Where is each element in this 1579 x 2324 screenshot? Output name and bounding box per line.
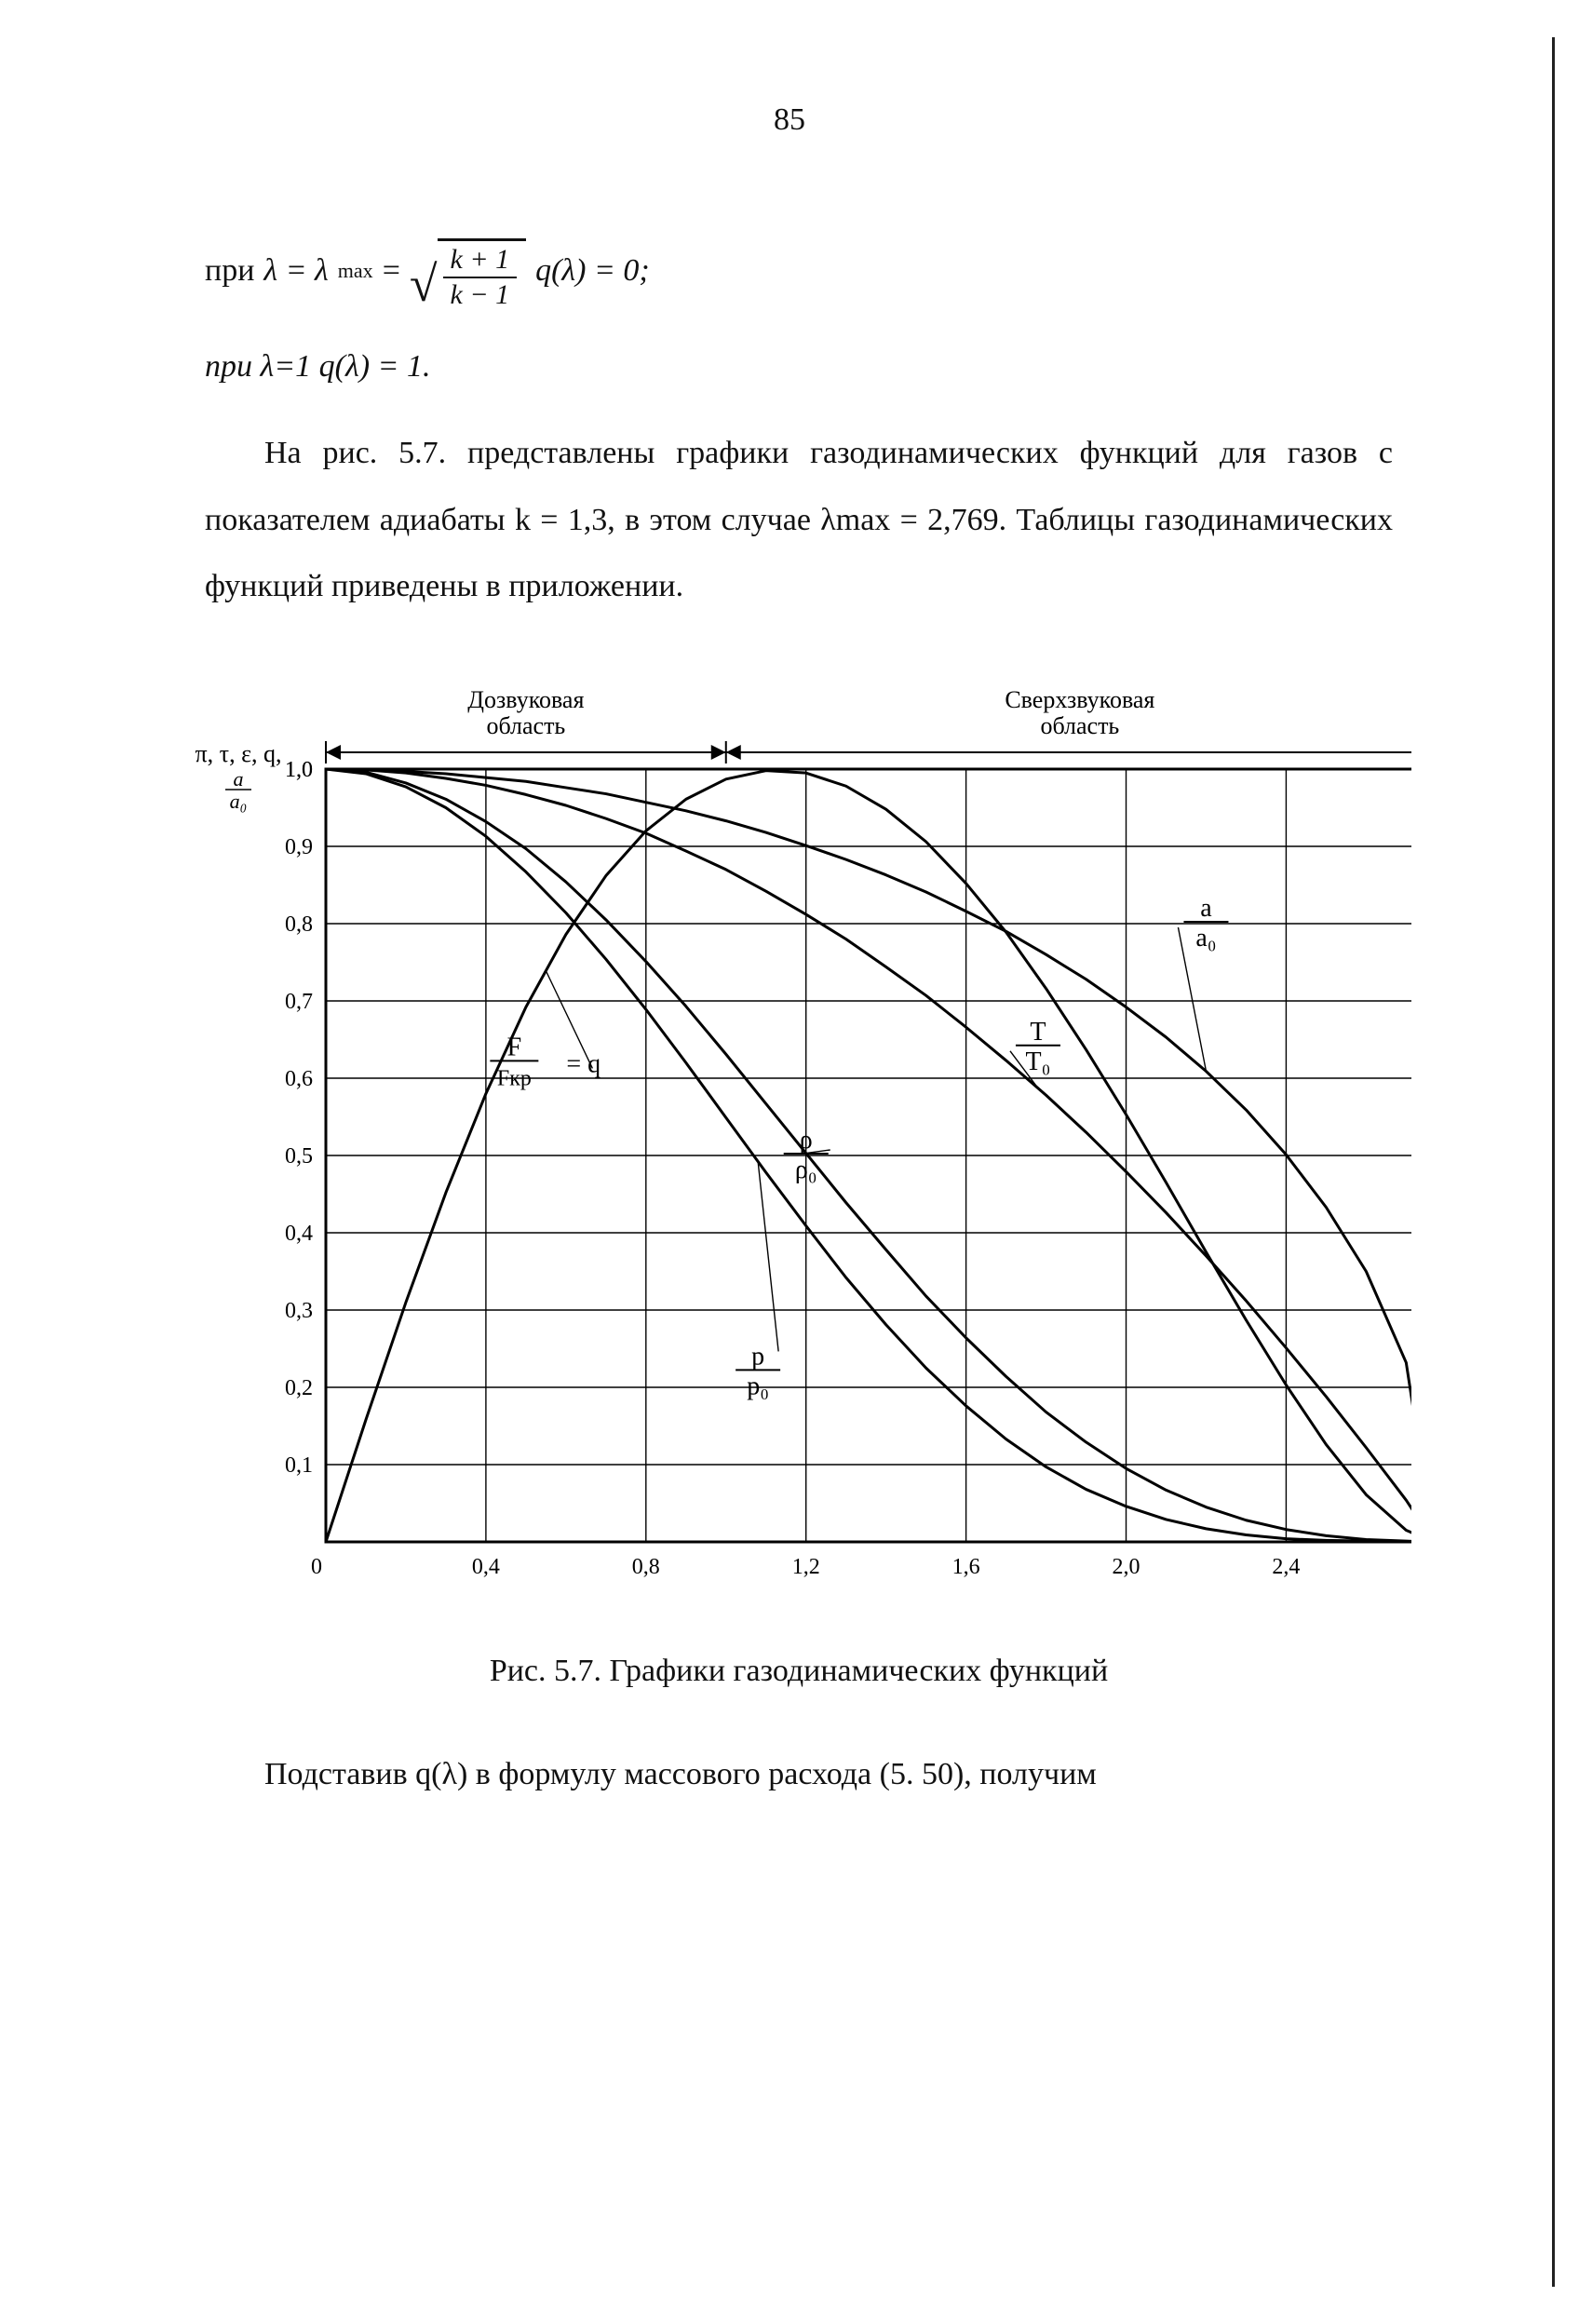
equation-lambda-1: при λ=1 q(λ) = 1. [205, 333, 1393, 399]
equation-lambda-max: при λ = λ max = √ k + 1 k − 1 q(λ) = 0; [205, 233, 1393, 309]
paragraph-1: На рис. 5.7. представлены графики газоди… [205, 420, 1393, 619]
svg-text:1,0: 1,0 [285, 758, 313, 782]
svg-text:a: a [1200, 894, 1212, 923]
gasdynamic-functions-chart: 0,4 0,8 1,2 1,6 2,0 2,4 0,1 0,2 0,3 0,4 0,5 0,6 0,7 0… [186, 657, 1411, 1616]
figure-caption: Рис. 5.7. Графики газодинамических функц… [168, 1654, 1430, 1689]
svg-text:a: a [234, 767, 244, 790]
svg-text:0,6: 0,6 [285, 1067, 313, 1091]
svg-text:0,1: 0,1 [285, 1453, 313, 1478]
svg-text:F: F [507, 1033, 522, 1061]
svg-text:π, τ, ε, q,: π, τ, ε, q, [196, 740, 282, 767]
eq1-sub: max [338, 254, 373, 287]
svg-text:0,5: 0,5 [285, 1144, 313, 1169]
eq1-frac-den: k − 1 [443, 278, 518, 310]
svg-text:0,4: 0,4 [285, 1222, 313, 1246]
svg-text:T: T [1030, 1017, 1046, 1046]
svg-text:a₀: a₀ [230, 790, 248, 813]
page: 85 при λ = λ max = √ k + 1 k − 1 q(λ) = 0… [0, 0, 1579, 2324]
svg-text:p: p [751, 1342, 764, 1371]
eq1-equals: = [383, 246, 400, 296]
figure-5-7: 0,4 0,8 1,2 1,6 2,0 2,4 0,1 0,2 0,3 0,4 0,5 0,6 0,7 0… [186, 657, 1411, 1616]
svg-text:0: 0 [311, 1555, 322, 1579]
eq1-tail: q(λ) = 0; [535, 246, 650, 296]
svg-text:область: область [486, 712, 565, 739]
eq1-sqrt: √ k + 1 k − 1 [410, 233, 526, 309]
svg-text:0,9: 0,9 [285, 835, 313, 859]
svg-text:0,3: 0,3 [285, 1299, 313, 1323]
page-number: 85 [0, 102, 1579, 138]
svg-text:1,2: 1,2 [792, 1555, 820, 1579]
svg-text:2,4: 2,4 [1272, 1555, 1300, 1579]
svg-text:1,6: 1,6 [952, 1555, 980, 1579]
svg-text:Дозвуковая: Дозвуковая [467, 686, 584, 713]
svg-text:0,8: 0,8 [632, 1555, 660, 1579]
svg-text:0,7: 0,7 [285, 990, 313, 1014]
svg-text:= q: = q [566, 1049, 601, 1078]
svg-text:Fкр: Fкр [497, 1066, 532, 1090]
svg-text:T₀: T₀ [1026, 1047, 1051, 1075]
svg-text:Сверхзвуковая: Сверхзвуковая [1005, 686, 1154, 713]
sqrt-icon: √ [410, 259, 438, 309]
svg-text:0,8: 0,8 [285, 912, 313, 937]
paragraph-2: Подставив q(λ) в формулу массового расхо… [205, 1741, 1393, 1807]
eq1-frac: k + 1 k − 1 [443, 245, 518, 309]
svg-text:p₀: p₀ [747, 1371, 769, 1400]
svg-text:a₀: a₀ [1195, 924, 1216, 953]
eq1-frac-num: k + 1 [443, 245, 518, 278]
svg-text:ρ: ρ [800, 1126, 813, 1155]
svg-text:область: область [1040, 712, 1119, 739]
svg-text:ρ₀: ρ₀ [795, 1155, 817, 1184]
svg-text:0,2: 0,2 [285, 1376, 313, 1400]
svg-text:2,0: 2,0 [1113, 1555, 1140, 1579]
svg-text:0,4: 0,4 [472, 1555, 500, 1579]
eq1-prefix: при [205, 246, 254, 296]
eq1-lambda: λ = λ [263, 246, 328, 296]
